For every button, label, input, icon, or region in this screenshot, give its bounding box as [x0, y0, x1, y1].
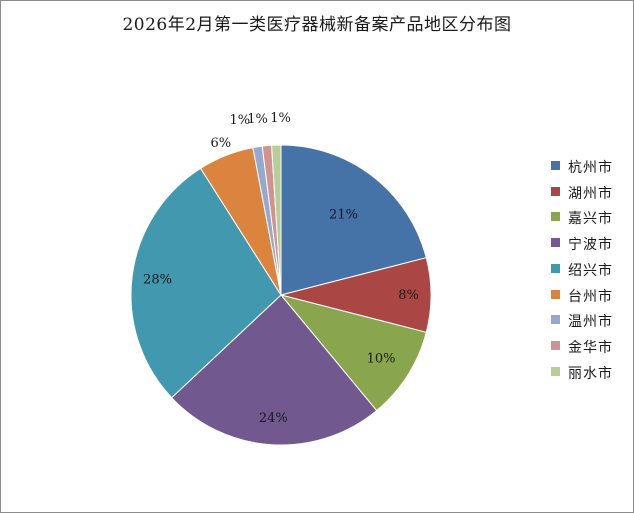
slice-label-8: 1%	[247, 112, 268, 127]
slice-label-7: 1%	[229, 113, 250, 128]
legend-label: 温州市	[568, 314, 613, 331]
legend-swatch	[551, 366, 560, 376]
pie-slice-4	[170, 294, 378, 446]
legend-swatch	[551, 186, 560, 196]
pie-slice-9	[271, 144, 282, 296]
slice-label-9: 1%	[270, 111, 291, 126]
legend-label: 嘉兴市	[568, 211, 613, 228]
slice-label-6: 6%	[210, 136, 231, 151]
legend-swatch	[551, 263, 560, 273]
pie-slice-5	[130, 167, 282, 399]
legend-label: 湖州市	[568, 185, 613, 202]
legend-label: 台州市	[568, 288, 613, 305]
legend-swatch	[551, 315, 560, 325]
slice-label-3: 10%	[367, 352, 396, 367]
legend-label: 丽水市	[568, 365, 613, 382]
slice-label-1: 21%	[329, 207, 358, 222]
legend-swatch	[551, 238, 560, 248]
slice-label-4: 24%	[259, 411, 288, 426]
legend-label: 宁波市	[568, 237, 613, 254]
pie-slice-3	[279, 294, 427, 412]
slice-label-2: 8%	[398, 288, 419, 303]
legend-label: 绍兴市	[568, 262, 613, 279]
slice-label-5: 28%	[143, 272, 172, 287]
legend-label: 杭州市	[568, 160, 613, 176]
pie-slice-1	[280, 144, 427, 296]
chart-title: 2026年2月第一类医疗器械新备案产品地区分布图	[122, 15, 512, 35]
legend-label: 金华市	[568, 339, 613, 356]
legend-swatch	[551, 212, 560, 222]
legend-swatch	[551, 340, 560, 350]
legend-swatch	[551, 161, 560, 170]
legend-swatch	[551, 289, 560, 299]
